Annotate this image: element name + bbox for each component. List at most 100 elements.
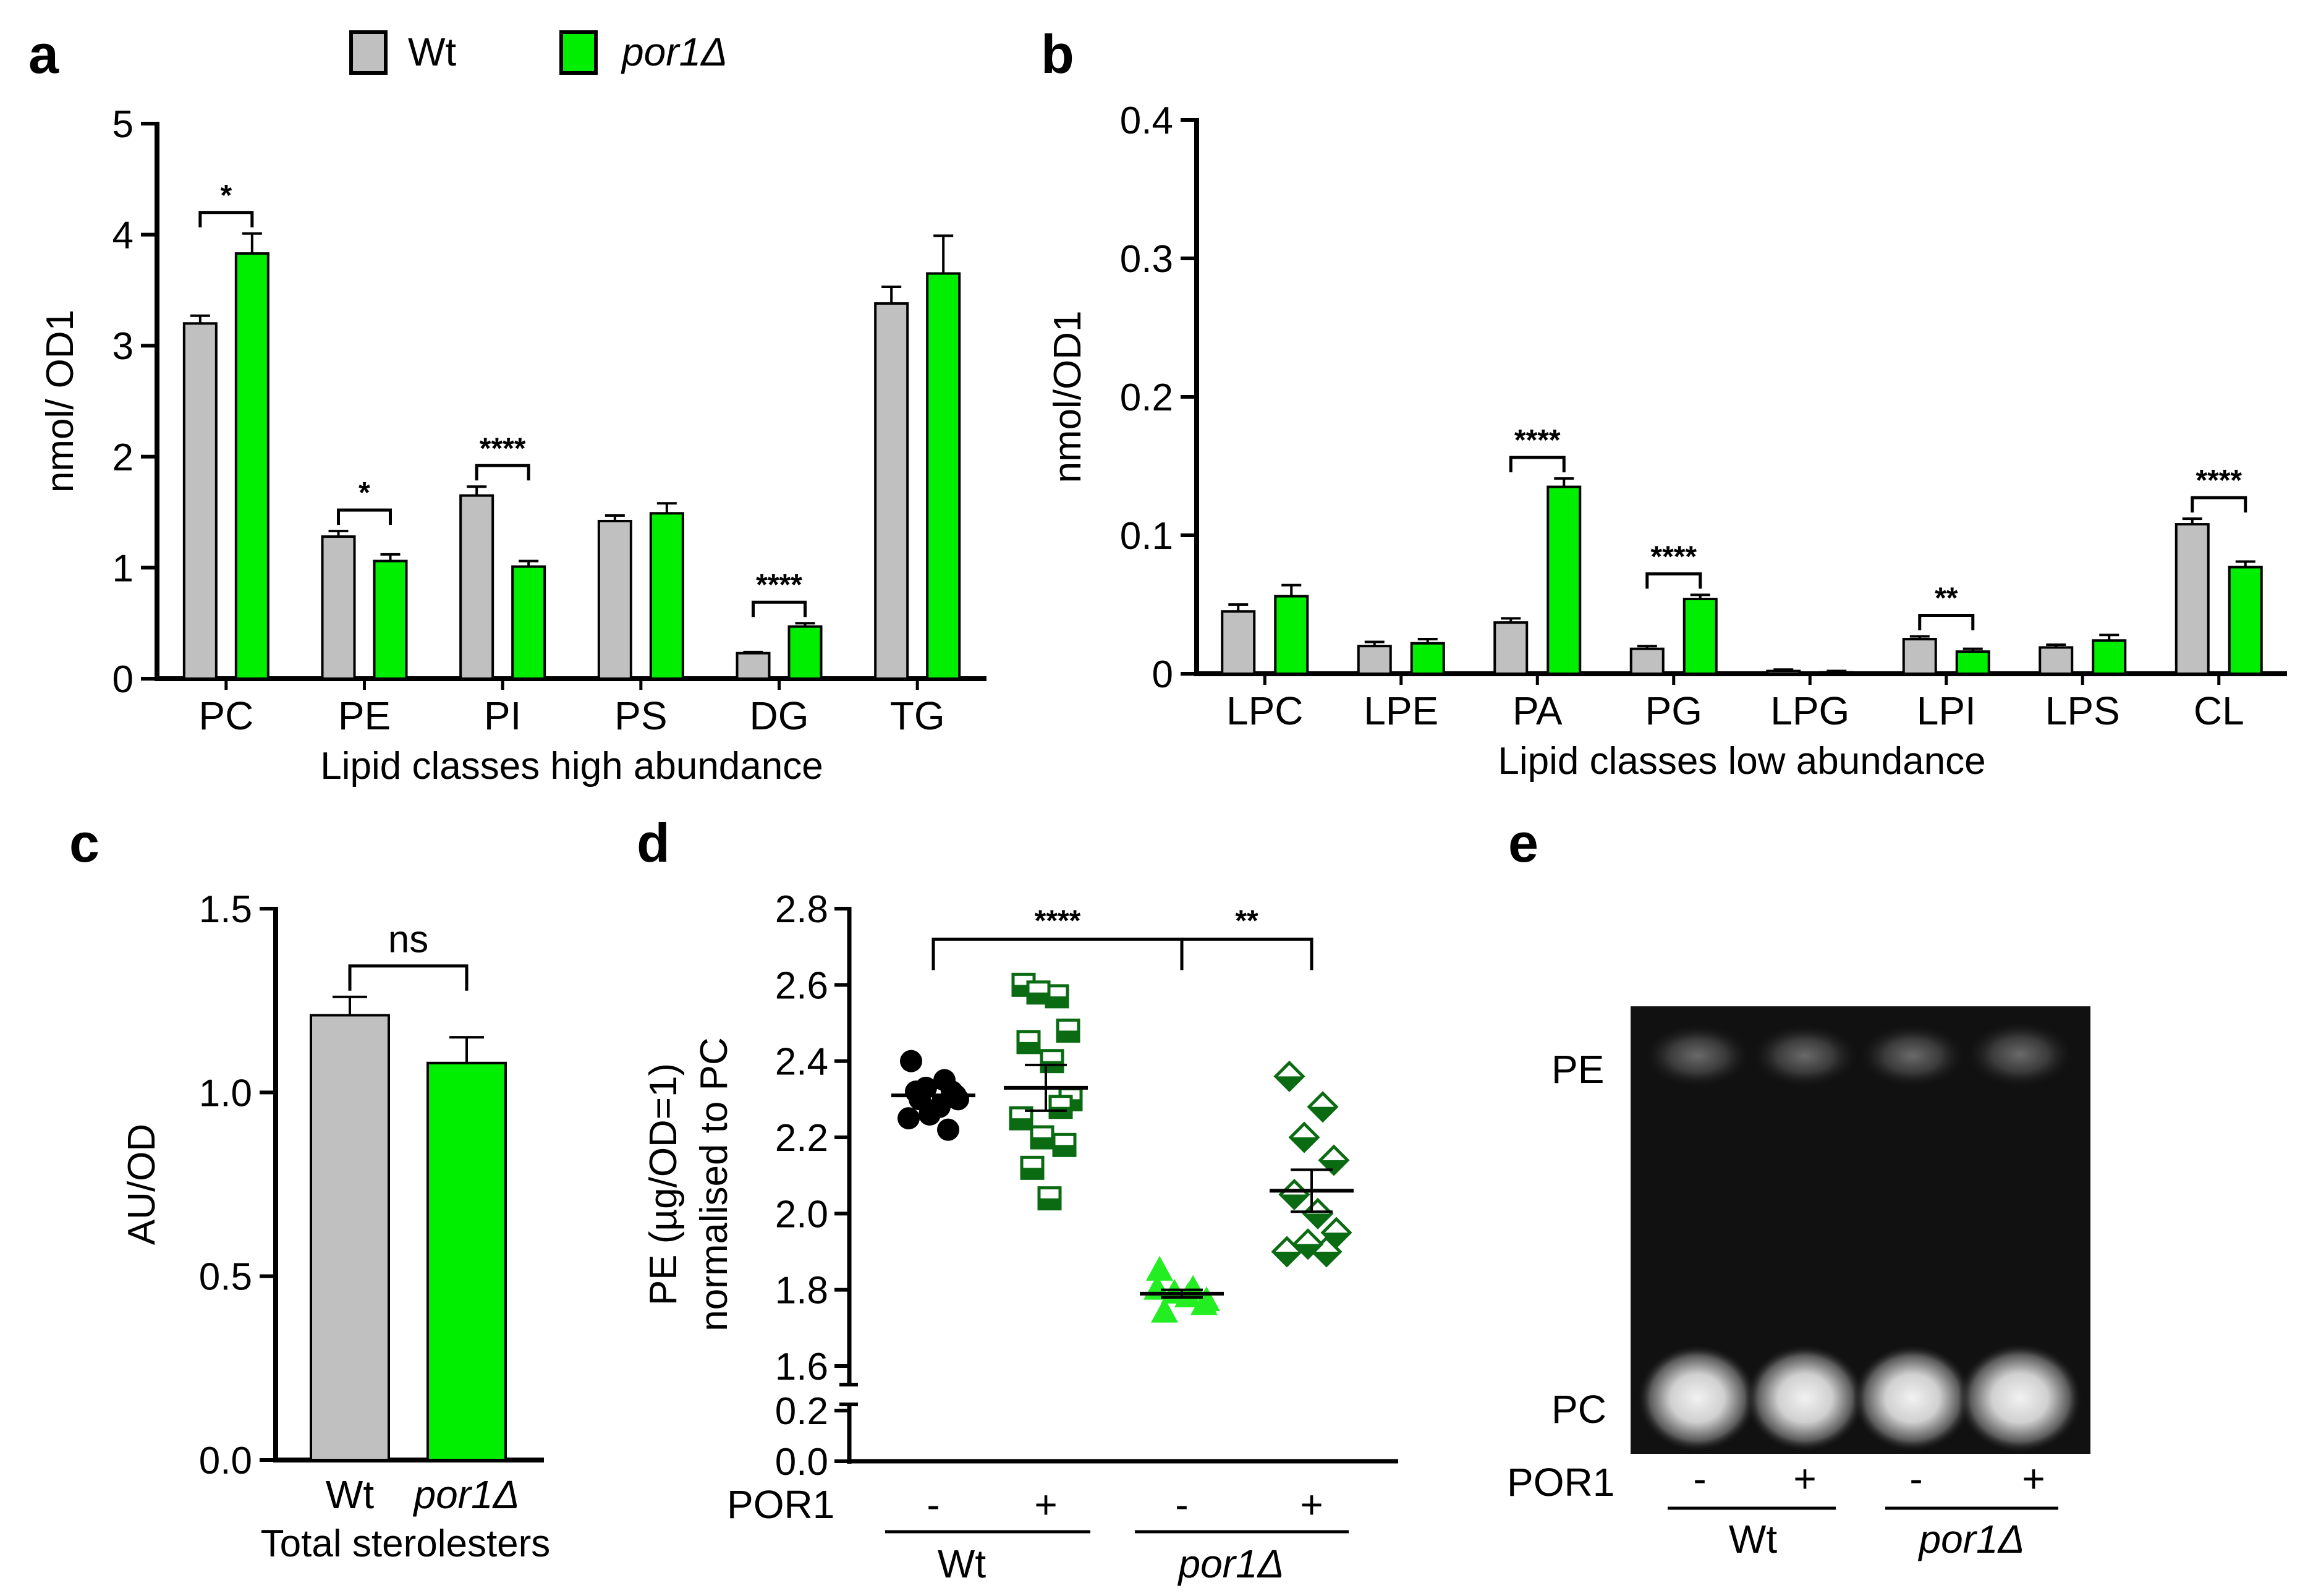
tlc-lane-sign-1: - (1693, 1456, 1706, 1501)
y-tick-label: 0.4 (1120, 100, 1173, 142)
significance-label: **** (1514, 424, 1561, 457)
tlc-spot-pc-3 (1853, 1345, 1972, 1451)
tlc-spot-pe-3 (1861, 1025, 1964, 1087)
y-tick-label: 5 (112, 103, 134, 146)
y-tick-label: 0.0 (199, 1440, 252, 1482)
bar-wt (310, 1014, 390, 1462)
significance-label: * (359, 477, 370, 509)
y-axis-title: nmol/OD1 (1046, 310, 1089, 483)
bar-dg-por1 (787, 625, 823, 681)
x-axis-title: Lipid classes low abundance (1498, 740, 1985, 783)
tlc-band-label-pc: PC (1551, 1387, 1606, 1432)
panel-letter-a: a (28, 23, 59, 85)
bar-lpi-wt (1902, 638, 1937, 675)
data-point-wt-plus-fill (1022, 1168, 1043, 1179)
y-axis-title-line2: normalised to PC (693, 1037, 736, 1331)
y-tick-label: 2.6 (775, 964, 828, 1007)
data-point-wt-plus-fill (1050, 1106, 1071, 1118)
legend-label-wt: Wt (408, 30, 456, 74)
y-tick-label: 1 (112, 547, 134, 590)
bar-ps-wt (597, 519, 632, 681)
legend-swatch-por1 (559, 30, 598, 75)
category-label-dg: DG (750, 694, 809, 738)
significance-bracket (475, 464, 530, 481)
tlc-group-label-por1: por1Δ (1917, 1517, 2024, 1561)
significance-label: **** (1035, 904, 1081, 937)
data-point-wt-plus-fill (1058, 1030, 1079, 1042)
y-tick-label: 4 (112, 214, 134, 257)
panel-letter-e: e (1508, 812, 1538, 873)
y-axis-title: AU/OD (121, 1124, 163, 1245)
y-tick-label: 2.8 (775, 888, 828, 931)
y-tick-label: 1.0 (199, 1072, 252, 1114)
y-tick-label: 1.5 (199, 888, 252, 931)
tlc-spot-pe-4 (1968, 1022, 2072, 1087)
data-point-por1-minus (1193, 1286, 1220, 1312)
tlc-spot-pe-1 (1645, 1025, 1749, 1087)
category-label-wt: Wt (326, 1472, 374, 1517)
legend-label-por1: por1Δ (621, 30, 728, 74)
data-point-wt-plus-fill (1046, 996, 1067, 1007)
bar-pa-wt (1493, 621, 1529, 675)
category-label-ps: PS (614, 694, 667, 738)
data-point-por1-plus-fill (1294, 1244, 1322, 1258)
significance-label: ns (388, 919, 428, 961)
bar-tg-por1 (926, 272, 961, 680)
data-point-wt-minus (900, 1050, 922, 1072)
significance-bracket (337, 508, 392, 525)
significance-bracket (931, 937, 1184, 970)
por1-sign: - (927, 1482, 940, 1527)
bar-pc-wt (182, 322, 218, 680)
y-tick-label: 2.2 (775, 1117, 828, 1160)
bar-pg-wt (1629, 647, 1665, 676)
panel-e-tlc: PE PC POR1 - + - + Wt por1Δ (1507, 1006, 2090, 1561)
category-label-pg: PG (1645, 689, 1702, 733)
significance-label: **** (480, 432, 526, 465)
data-point-wt-minus (909, 1088, 931, 1111)
significance-bracket (198, 211, 254, 227)
bar-lpi-por1 (1955, 650, 1990, 676)
bar-pg-por1 (1682, 598, 1718, 675)
panel-d-chart: 1.6 1.8 2.0 2.2 2.4 2.6 2.8 0.0 0.2 PE (µg/OD=1) n… (642, 888, 1398, 1586)
significance-label: **** (756, 569, 802, 601)
data-point-wt-plus-fill (1054, 1145, 1075, 1156)
y-tick-label: 0.2 (775, 1390, 828, 1433)
data-point-por1-plus-fill (1323, 1233, 1350, 1247)
y-tick-label: 1.6 (775, 1346, 828, 1388)
data-point-wt-plus-fill (1032, 1137, 1053, 1148)
y-tick-label: 0.0 (775, 1441, 828, 1484)
bar-por1 (426, 1061, 507, 1461)
data-point-wt-plus-fill (1039, 1198, 1060, 1209)
category-label-por1: por1Δ (412, 1472, 519, 1517)
y-axis-title: nmol/ OD1 (39, 310, 82, 493)
legend: Wt por1Δ (349, 30, 728, 75)
tlc-lane-sign-2: + (1793, 1456, 1816, 1501)
data-point-por1-plus-fill (1304, 1213, 1331, 1228)
bar-lps-por1 (2092, 639, 2127, 675)
tlc-spot-pe-2 (1753, 1025, 1857, 1087)
bar-pi-por1 (511, 565, 546, 680)
data-point-por1-plus-fill (1276, 1076, 1303, 1090)
tlc-spot-pc-2 (1746, 1345, 1864, 1451)
group-label-por1: por1Δ (1177, 1542, 1284, 1586)
category-label-lpg: LPG (1770, 689, 1849, 733)
bar-lps-wt (2039, 646, 2074, 675)
data-point-por1-plus-fill (1281, 1194, 1308, 1208)
tlc-row-label: POR1 (1507, 1460, 1615, 1505)
y-tick-label: 2.0 (775, 1193, 828, 1236)
data-point-wt-plus-fill (1028, 992, 1049, 1003)
data-point-por1-minus (1151, 1297, 1178, 1323)
por1-sign: + (1300, 1482, 1323, 1527)
panel-letter-d: d (637, 812, 670, 873)
significance-bracket (1645, 572, 1702, 589)
category-label-pa: PA (1513, 689, 1563, 733)
bar-pa-por1 (1547, 485, 1582, 675)
bar-pc-por1 (234, 252, 269, 680)
por1-sign: - (1175, 1482, 1188, 1527)
category-label-lpc: LPC (1226, 689, 1304, 733)
y-tick-label: 2.4 (775, 1041, 828, 1084)
x-axis-title: Total sterolesters (261, 1522, 551, 1565)
significance-label: * (220, 179, 232, 212)
data-point-por1-plus-fill (1313, 1252, 1340, 1265)
bar-cl-wt (2175, 523, 2210, 676)
